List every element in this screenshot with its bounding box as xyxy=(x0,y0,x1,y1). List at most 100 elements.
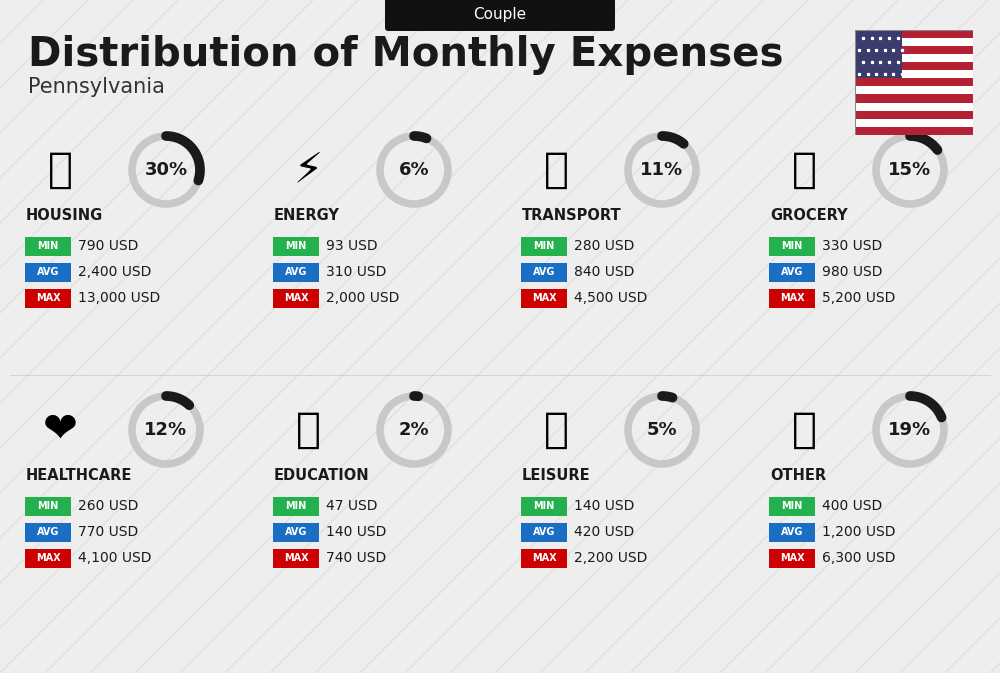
Text: MIN: MIN xyxy=(533,241,555,251)
Text: ENERGY: ENERGY xyxy=(274,209,340,223)
Text: 47 USD: 47 USD xyxy=(326,499,378,513)
Text: 🛒: 🛒 xyxy=(792,149,816,191)
FancyBboxPatch shape xyxy=(273,262,319,281)
Text: 🛍: 🛍 xyxy=(544,409,568,451)
FancyBboxPatch shape xyxy=(855,63,973,71)
FancyBboxPatch shape xyxy=(273,236,319,256)
Text: 2,200 USD: 2,200 USD xyxy=(574,551,647,565)
Text: 5%: 5% xyxy=(647,421,677,439)
Text: 93 USD: 93 USD xyxy=(326,239,378,253)
FancyBboxPatch shape xyxy=(769,262,815,281)
Text: 4,100 USD: 4,100 USD xyxy=(78,551,152,565)
FancyBboxPatch shape xyxy=(855,46,973,55)
Text: MIN: MIN xyxy=(285,241,307,251)
FancyBboxPatch shape xyxy=(769,497,815,516)
FancyBboxPatch shape xyxy=(769,522,815,542)
Text: 2,000 USD: 2,000 USD xyxy=(326,291,399,305)
Text: Couple: Couple xyxy=(473,7,527,22)
FancyBboxPatch shape xyxy=(521,522,567,542)
FancyBboxPatch shape xyxy=(521,236,567,256)
Text: AVG: AVG xyxy=(37,527,59,537)
FancyBboxPatch shape xyxy=(855,79,973,86)
Text: OTHER: OTHER xyxy=(770,468,826,483)
FancyBboxPatch shape xyxy=(855,110,973,118)
FancyBboxPatch shape xyxy=(855,22,902,79)
FancyBboxPatch shape xyxy=(855,94,973,102)
Text: 2,400 USD: 2,400 USD xyxy=(78,265,151,279)
FancyBboxPatch shape xyxy=(385,0,615,31)
Text: MIN: MIN xyxy=(781,501,803,511)
Text: 4,500 USD: 4,500 USD xyxy=(574,291,647,305)
FancyBboxPatch shape xyxy=(769,548,815,567)
Text: Distribution of Monthly Expenses: Distribution of Monthly Expenses xyxy=(28,35,784,75)
Text: AVG: AVG xyxy=(285,267,307,277)
Text: MAX: MAX xyxy=(284,293,308,303)
Text: MAX: MAX xyxy=(36,553,60,563)
Text: MAX: MAX xyxy=(780,293,804,303)
Text: 🏢: 🏢 xyxy=(48,149,72,191)
Text: 13,000 USD: 13,000 USD xyxy=(78,291,160,305)
FancyBboxPatch shape xyxy=(25,497,71,516)
Text: 140 USD: 140 USD xyxy=(326,525,386,539)
Text: 2%: 2% xyxy=(399,421,429,439)
Text: 30%: 30% xyxy=(144,161,188,179)
FancyBboxPatch shape xyxy=(521,548,567,567)
FancyBboxPatch shape xyxy=(769,289,815,308)
Text: ❤: ❤ xyxy=(43,409,77,451)
Text: AVG: AVG xyxy=(285,527,307,537)
Text: MIN: MIN xyxy=(285,501,307,511)
Text: MIN: MIN xyxy=(37,241,59,251)
FancyBboxPatch shape xyxy=(521,262,567,281)
FancyBboxPatch shape xyxy=(855,55,973,63)
Text: 6%: 6% xyxy=(399,161,429,179)
FancyBboxPatch shape xyxy=(25,289,71,308)
Text: AVG: AVG xyxy=(533,527,555,537)
Text: 6,300 USD: 6,300 USD xyxy=(822,551,896,565)
Text: 980 USD: 980 USD xyxy=(822,265,883,279)
Text: 5,200 USD: 5,200 USD xyxy=(822,291,895,305)
Text: 15%: 15% xyxy=(888,161,932,179)
Text: 💰: 💰 xyxy=(792,409,816,451)
Text: MAX: MAX xyxy=(532,293,556,303)
FancyBboxPatch shape xyxy=(25,548,71,567)
FancyBboxPatch shape xyxy=(521,497,567,516)
Text: MAX: MAX xyxy=(284,553,308,563)
Text: 260 USD: 260 USD xyxy=(78,499,138,513)
Text: 🚌: 🚌 xyxy=(544,149,568,191)
FancyBboxPatch shape xyxy=(273,289,319,308)
Text: AVG: AVG xyxy=(37,267,59,277)
Text: MAX: MAX xyxy=(532,553,556,563)
FancyBboxPatch shape xyxy=(855,71,973,79)
FancyBboxPatch shape xyxy=(273,548,319,567)
FancyBboxPatch shape xyxy=(25,236,71,256)
FancyBboxPatch shape xyxy=(855,38,973,46)
FancyBboxPatch shape xyxy=(855,30,973,38)
Text: AVG: AVG xyxy=(533,267,555,277)
FancyBboxPatch shape xyxy=(273,522,319,542)
Text: 280 USD: 280 USD xyxy=(574,239,634,253)
Text: 420 USD: 420 USD xyxy=(574,525,634,539)
FancyBboxPatch shape xyxy=(855,118,973,127)
Text: AVG: AVG xyxy=(781,267,803,277)
FancyBboxPatch shape xyxy=(855,127,973,135)
Text: 840 USD: 840 USD xyxy=(574,265,634,279)
Text: HOUSING: HOUSING xyxy=(26,209,103,223)
Text: 1,200 USD: 1,200 USD xyxy=(822,525,896,539)
FancyBboxPatch shape xyxy=(855,102,973,110)
FancyBboxPatch shape xyxy=(25,522,71,542)
Text: 770 USD: 770 USD xyxy=(78,525,138,539)
Text: 12%: 12% xyxy=(144,421,188,439)
Text: 790 USD: 790 USD xyxy=(78,239,138,253)
Text: 400 USD: 400 USD xyxy=(822,499,882,513)
Text: Pennsylvania: Pennsylvania xyxy=(28,77,165,97)
Text: 11%: 11% xyxy=(640,161,684,179)
Text: 740 USD: 740 USD xyxy=(326,551,386,565)
Text: 19%: 19% xyxy=(888,421,932,439)
Text: EDUCATION: EDUCATION xyxy=(274,468,370,483)
Text: MIN: MIN xyxy=(37,501,59,511)
FancyBboxPatch shape xyxy=(769,236,815,256)
Text: 🎓: 🎓 xyxy=(296,409,320,451)
Text: MIN: MIN xyxy=(533,501,555,511)
Text: AVG: AVG xyxy=(781,527,803,537)
Text: MAX: MAX xyxy=(36,293,60,303)
